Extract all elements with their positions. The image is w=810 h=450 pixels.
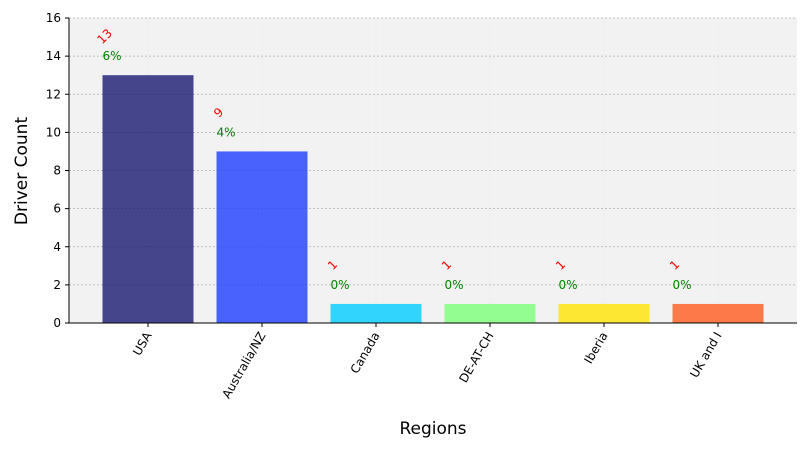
percent-label: 0% xyxy=(445,278,464,292)
y-tick-label: 8 xyxy=(53,164,61,178)
bars xyxy=(102,75,764,323)
bar xyxy=(558,303,650,323)
x-tick-label: DE-AT-CH xyxy=(456,330,496,386)
x-tick-label: Canada xyxy=(348,330,383,377)
x-tick-label: Iberia xyxy=(581,330,610,367)
y-tick-label: 4 xyxy=(53,240,61,254)
y-axis-title: Driver Count xyxy=(12,117,32,226)
bar xyxy=(330,303,422,323)
y-tick-label: 12 xyxy=(46,87,61,101)
x-tick-label: UK and I xyxy=(687,330,724,381)
bar xyxy=(102,75,194,323)
percent-label: 0% xyxy=(673,278,692,292)
percent-label: 6% xyxy=(103,49,122,63)
x-ticks: USA Australia/NZ Canada DE-AT-CH Iberia UK an… xyxy=(130,323,725,401)
y-ticks: 0 2 4 6 8 10 12 14 16 xyxy=(46,11,69,330)
y-tick-label: 0 xyxy=(53,316,61,330)
y-tick-label: 16 xyxy=(46,11,61,25)
y-tick-label: 6 xyxy=(53,202,61,216)
percent-label: 0% xyxy=(331,278,350,292)
percent-label: 0% xyxy=(559,278,578,292)
bar xyxy=(444,303,536,323)
y-tick-label: 10 xyxy=(46,125,61,139)
y-tick-label: 14 xyxy=(46,49,61,63)
bar xyxy=(216,151,308,323)
percent-label: 4% xyxy=(217,125,236,139)
x-tick-label: USA xyxy=(130,329,155,358)
x-axis-title: Regions xyxy=(399,419,466,439)
x-tick-label: Australia/NZ xyxy=(219,330,268,401)
y-tick-label: 2 xyxy=(53,278,61,292)
bar xyxy=(672,303,764,323)
